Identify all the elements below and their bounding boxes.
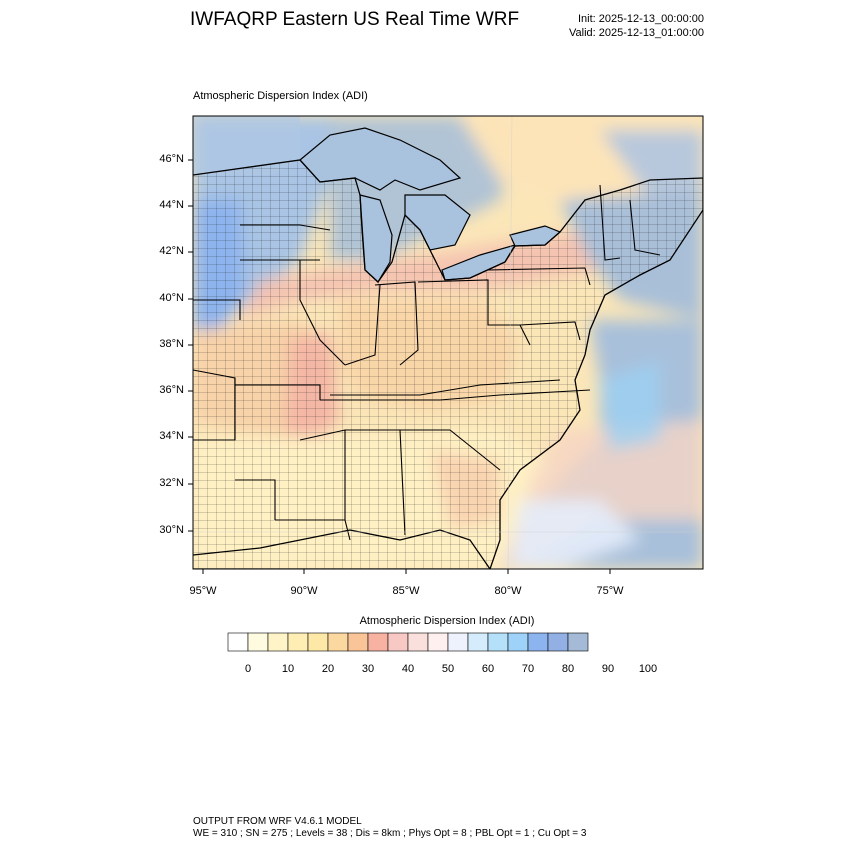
canada-land: [193, 116, 300, 175]
footer-config: WE = 310 ; SN = 275 ; Levels = 38 ; Dis …: [193, 828, 587, 839]
panel-title: Atmospheric Dispersion Index (ADI): [193, 90, 368, 102]
colorbar-label: 100: [638, 663, 658, 675]
county-boundaries: [193, 160, 703, 569]
great-lakes: [299, 127, 562, 283]
colorbar-label: 10: [281, 663, 295, 675]
colorbar-title: Atmospheric Dispersion Index (ADI): [359, 615, 535, 627]
main-title: IWFAQRP Eastern US Real Time WRF: [190, 9, 520, 30]
lat-label-32: 32°N: [159, 477, 184, 489]
state-boundaries: [193, 184, 661, 541]
valid-time: Valid: 2025-12-13_01:00:00: [569, 27, 704, 39]
lat-label-30: 30°N: [159, 524, 184, 536]
lat-label-36: 36°N: [159, 384, 184, 396]
footer-model: OUTPUT FROM WRF V4.6.1 MODEL: [193, 816, 362, 827]
colorbar-label: 20: [321, 663, 335, 675]
lon-label-95: 95°W: [189, 585, 217, 597]
lon-label-85: 85°W: [392, 585, 420, 597]
colorbar-label: 30: [361, 663, 375, 675]
graticule: [193, 116, 703, 569]
lon-label-80: 80°W: [494, 585, 522, 597]
lat-label-46: 46°N: [159, 153, 184, 165]
colorbar-label: 50: [441, 663, 455, 675]
colorbar-label: 0: [244, 663, 252, 675]
axis-ticks: [188, 159, 611, 574]
colorbar-label: 90: [601, 663, 615, 675]
lat-label-42: 42°N: [159, 245, 184, 257]
lat-label-44: 44°N: [159, 199, 184, 211]
map-frame: [192, 115, 704, 570]
colorbar-label: 40: [401, 663, 415, 675]
coastline: [193, 159, 703, 569]
colorbar-label: 60: [481, 663, 495, 675]
colorbar-label: 80: [561, 663, 575, 675]
lat-label-40: 40°N: [159, 292, 184, 304]
init-time: Init: 2025-12-13_00:00:00: [578, 13, 704, 25]
lon-label-75: 75°W: [596, 585, 624, 597]
lat-label-38: 38°N: [159, 338, 184, 350]
lat-label-34: 34°N: [159, 430, 184, 442]
colorbar-label: 70: [521, 663, 535, 675]
lon-label-90: 90°W: [290, 585, 318, 597]
